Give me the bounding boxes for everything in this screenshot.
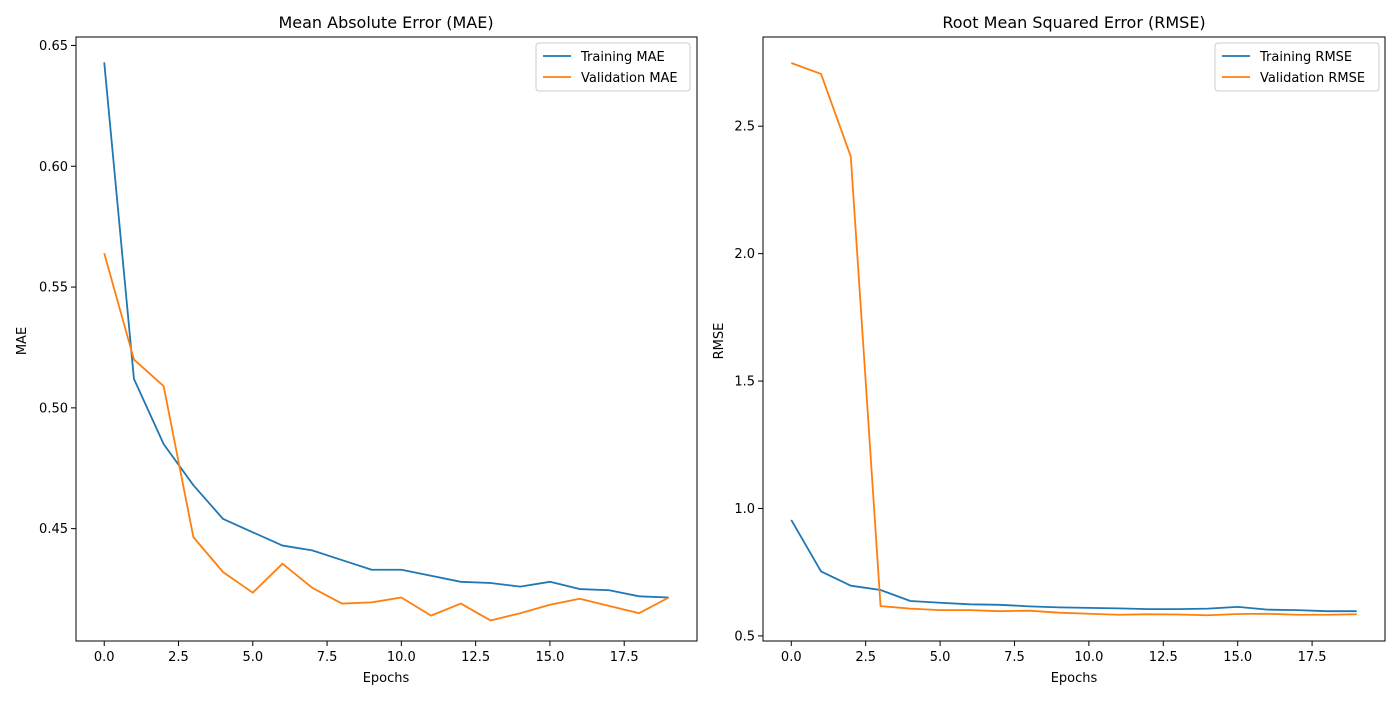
x-axis-label: Epochs	[1051, 671, 1098, 686]
legend-label-training: Training MAE	[580, 50, 665, 65]
legend: Training MAE Validation MAE	[535, 42, 691, 92]
y-tick-label: 0.45	[39, 522, 68, 537]
x-tick-label: 12.5	[461, 650, 490, 665]
x-tick-label: 12.5	[1149, 650, 1178, 665]
x-tick-label: 17.5	[1298, 650, 1327, 665]
x-tick-label: 10.0	[387, 650, 416, 665]
x-tick-label: 7.5	[317, 650, 338, 665]
y-tick-label: 0.50	[39, 401, 68, 416]
x-tick-label: 2.5	[168, 650, 189, 665]
series-line-training	[103, 62, 669, 599]
x-tick-label: 2.5	[855, 650, 876, 665]
y-tick-label: 1.5	[734, 375, 755, 390]
axes-frame	[75, 36, 698, 642]
legend-label-validation: Validation MAE	[581, 71, 678, 86]
y-tick-label: 0.55	[39, 281, 68, 296]
x-tick-label: 7.5	[1004, 650, 1025, 665]
y-tick-label: 0.5	[734, 629, 755, 644]
legend-box	[1214, 42, 1380, 92]
y-tick-label: 1.0	[734, 502, 755, 517]
y-tick-label: 0.65	[39, 39, 68, 54]
x-tick-label: 15.0	[535, 650, 564, 665]
plot-area: 0.0 2.5 5.0 7.5 10.0 12.5 15.0 17.5 0.45 0.50 0.55…	[39, 36, 698, 665]
legend-label-training: Training RMSE	[1259, 50, 1352, 65]
x-tick-label: 5.0	[930, 650, 951, 665]
y-tick-label: 2.0	[734, 247, 755, 262]
chart-title: Root Mean Squared Error (RMSE)	[942, 13, 1205, 32]
chart-title: Mean Absolute Error (MAE)	[278, 13, 493, 32]
legend-box	[535, 42, 691, 92]
y-axis-label: MAE	[15, 327, 30, 355]
series-line-validation	[103, 252, 670, 622]
x-tick-label: 10.0	[1074, 650, 1103, 665]
x-tick-label: 15.0	[1223, 650, 1252, 665]
x-axis-label: Epochs	[363, 671, 410, 686]
series-line-validation	[790, 62, 1357, 617]
x-tick-label: 0.0	[94, 650, 115, 665]
mae-chart-panel: Mean Absolute Error (MAE) Epochs MAE 0.0…	[15, 13, 698, 686]
x-tick-label: 5.0	[242, 650, 263, 665]
plot-area: 0.0 2.5 5.0 7.5 10.0 12.5 15.0 17.5 0.5 1.0 1.5 2.0…	[734, 36, 1386, 665]
x-tick-label: 0.0	[781, 650, 802, 665]
rmse-chart-panel: Root Mean Squared Error (RMSE) Epochs RM…	[712, 13, 1386, 686]
legend-label-validation: Validation RMSE	[1260, 71, 1365, 86]
y-tick-label: 2.5	[734, 120, 755, 135]
x-tick-label: 17.5	[610, 650, 639, 665]
legend: Training RMSE Validation RMSE	[1214, 42, 1380, 92]
y-axis-label: RMSE	[712, 323, 727, 360]
axes-frame	[762, 36, 1386, 642]
series-line-training	[790, 519, 1357, 613]
y-tick-label: 0.60	[39, 160, 68, 175]
